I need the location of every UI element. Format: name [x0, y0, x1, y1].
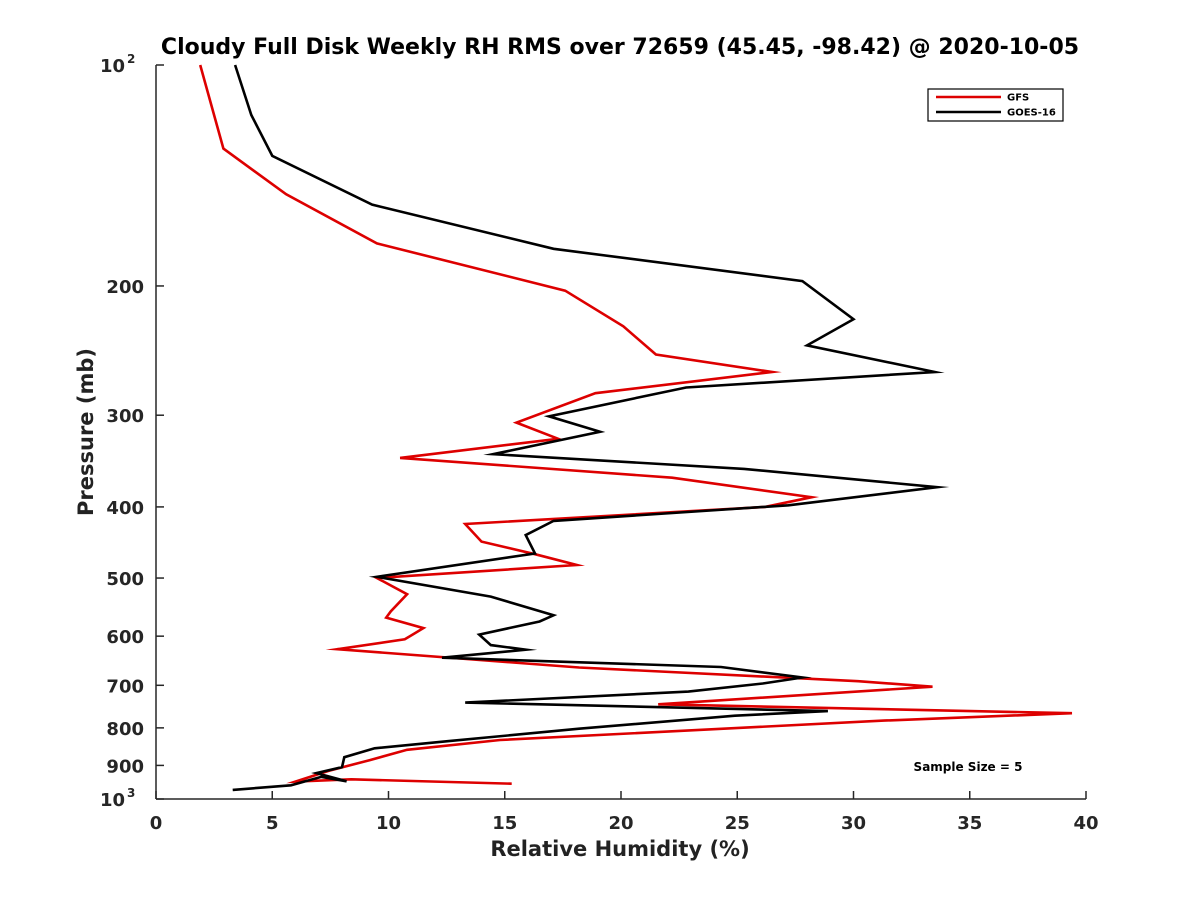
x-tick-label: 35	[957, 813, 982, 834]
y-tick-label: 300	[106, 406, 144, 427]
x-axis-label: Relative Humidity (%)	[490, 837, 749, 861]
y-tick-base: 10	[100, 56, 125, 77]
y-tick-label: 800	[106, 719, 144, 740]
y-tick-label: 400	[106, 498, 144, 519]
y-tick-label: 600	[106, 627, 144, 648]
y-tick-label: 200	[106, 277, 144, 298]
plot-area-frame	[156, 65, 1086, 799]
y-tick-label: 500	[106, 569, 144, 590]
x-tick-label: 15	[492, 813, 517, 834]
x-tick-label: 5	[266, 813, 279, 834]
x-tick-label: 10	[376, 813, 401, 834]
y-tick-base: 10	[100, 790, 125, 811]
legend-label: GOES-16	[1007, 108, 1056, 119]
series-lines	[198, 64, 1073, 792]
y-tick-label-power: 10 3	[100, 786, 135, 811]
x-tick-label: 0	[150, 813, 163, 834]
y-tick-exponent: 2	[127, 52, 135, 66]
x-tick-label: 25	[725, 813, 750, 834]
legend: GFS GOES-16	[927, 88, 1064, 122]
legend-box	[927, 88, 1064, 122]
y-tick-label: 900	[106, 756, 144, 777]
chart-title: Cloudy Full Disk Weekly RH RMS over 7265…	[161, 35, 1079, 60]
series-line-goes-16	[232, 64, 950, 792]
x-tick-label: 30	[841, 813, 866, 834]
x-tick-label: 40	[1073, 813, 1098, 834]
sample-size-annotation: Sample Size = 5	[914, 760, 1023, 774]
y-tick-label-power: 10 2	[100, 52, 135, 77]
x-tick-label: 20	[608, 813, 633, 834]
y-tick-label: 700	[106, 676, 144, 697]
y-tick-exponent: 3	[127, 786, 135, 800]
y-axis-label: Pressure (mb)	[74, 348, 98, 516]
legend-label: GFS	[1007, 93, 1029, 104]
